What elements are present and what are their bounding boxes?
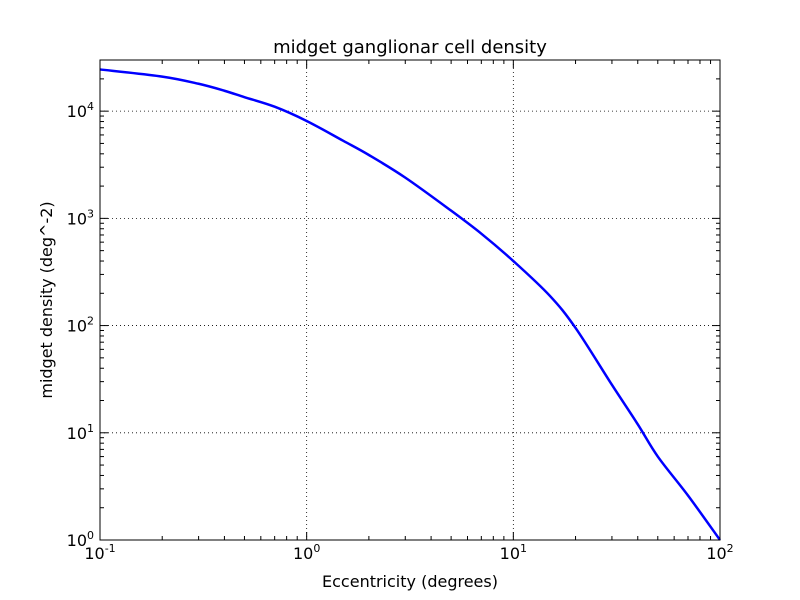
minor-ticks <box>100 60 720 540</box>
y-tick-label: 102 <box>67 315 94 336</box>
plot-frame <box>99 59 721 541</box>
y-tick-label: 100 <box>67 529 94 550</box>
series-layer <box>99 68 722 541</box>
chart-title: midget ganglionar cell density <box>273 37 547 58</box>
y-tick-label: 101 <box>67 422 94 443</box>
x-tick-label: 10-1 <box>84 542 115 563</box>
plot-area <box>100 60 720 540</box>
y-axis-label: midget density (deg^-2) <box>37 201 56 398</box>
y-tick-label: 104 <box>67 100 94 121</box>
x-axis-label: Eccentricity (degrees) <box>322 572 498 591</box>
density-curve-line <box>99 68 722 541</box>
y-tick-label: 103 <box>67 207 94 228</box>
x-tick-label: 101 <box>500 542 527 563</box>
x-tick-labels: 10-1 100 101 102 <box>84 542 733 563</box>
grid-lines <box>100 60 720 540</box>
x-tick-label: 100 <box>293 542 320 563</box>
y-tick-labels: 100 101 102 103 104 <box>67 100 94 550</box>
x-tick-label: 102 <box>706 542 733 563</box>
